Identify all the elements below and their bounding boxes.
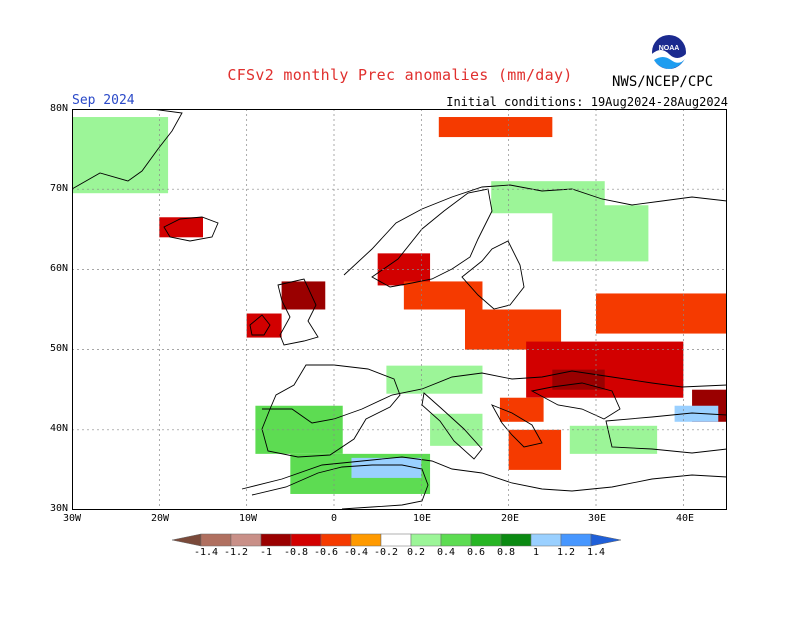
colorbar-swatch bbox=[290, 533, 322, 547]
colorbar-swatch bbox=[380, 533, 412, 547]
noaa-logo: NOAA bbox=[652, 35, 686, 69]
colorbar-swatch bbox=[350, 533, 382, 547]
colorbar-swatch bbox=[320, 533, 352, 547]
colorbar-label: -0.8 bbox=[283, 547, 309, 558]
anomaly-cell bbox=[674, 405, 719, 422]
anomaly-cell bbox=[508, 429, 562, 470]
colorbar-swatch bbox=[560, 533, 592, 547]
colorbar-label: -0.2 bbox=[373, 547, 399, 558]
agency-label: NWS/NCEP/CPC bbox=[612, 74, 714, 90]
anomaly-cell bbox=[552, 205, 649, 262]
colorbar-label: 1.2 bbox=[556, 547, 576, 558]
anomaly-cell bbox=[569, 425, 658, 454]
colorbar-swatch bbox=[410, 533, 442, 547]
lat-label-80: 80N bbox=[49, 103, 68, 114]
anomaly-cell bbox=[403, 281, 483, 310]
lon-label-20e: 20E bbox=[500, 513, 520, 524]
colorbar-label: -1 bbox=[259, 547, 273, 558]
colorbar-label: 1 bbox=[532, 547, 540, 558]
anomaly-cell bbox=[351, 457, 422, 478]
colorbar-label: 0.4 bbox=[436, 547, 456, 558]
colorbar-swatch bbox=[260, 533, 292, 547]
anomaly-cell bbox=[386, 365, 483, 394]
colorbar-label: -0.4 bbox=[343, 547, 369, 558]
colorbar-swatch bbox=[172, 533, 202, 547]
colorbar-swatch bbox=[590, 533, 622, 547]
colorbar-label: -0.6 bbox=[313, 547, 339, 558]
lat-label-40: 40N bbox=[49, 423, 68, 434]
initial-conditions-label: Initial conditions: 19Aug2024-28Aug2024 bbox=[446, 95, 728, 109]
anomaly-cell bbox=[438, 117, 553, 138]
anomaly-cell bbox=[72, 117, 169, 194]
lon-label-40e: 40E bbox=[675, 513, 695, 524]
colorbar-swatch bbox=[530, 533, 562, 547]
colorbar-label: 0.8 bbox=[496, 547, 516, 558]
lat-label-30: 30N bbox=[49, 503, 68, 514]
anomaly-cell bbox=[281, 281, 326, 310]
lon-label-10w: 10W bbox=[238, 513, 258, 524]
colorbar-swatch bbox=[200, 533, 232, 547]
colorbar-label: 1.4 bbox=[586, 547, 606, 558]
lon-label-0: 0 bbox=[330, 513, 338, 524]
anomaly-cell bbox=[499, 397, 544, 422]
anomaly-layer bbox=[72, 117, 727, 494]
lon-label-30e: 30E bbox=[587, 513, 607, 524]
anomaly-map bbox=[72, 109, 727, 510]
lat-label-60: 60N bbox=[49, 263, 68, 274]
graticule bbox=[72, 109, 727, 510]
colorbar bbox=[172, 533, 622, 547]
anomaly-cell bbox=[596, 293, 727, 334]
lat-label-70: 70N bbox=[49, 183, 68, 194]
lon-label-30w: 30W bbox=[62, 513, 82, 524]
coastlines bbox=[72, 109, 727, 510]
colorbar-label: -1.4 bbox=[193, 547, 219, 558]
lon-label-20w: 20W bbox=[150, 513, 170, 524]
colorbar-swatch bbox=[470, 533, 502, 547]
period-label: Sep 2024 bbox=[72, 93, 135, 108]
colorbar-label: 0.6 bbox=[466, 547, 486, 558]
colorbar-swatch bbox=[230, 533, 262, 547]
anomaly-cell bbox=[159, 217, 203, 238]
anomaly-cell bbox=[552, 369, 605, 390]
map-title: CFSv2 monthly Prec anomalies (mm/day) bbox=[227, 66, 573, 84]
lat-label-50: 50N bbox=[49, 343, 68, 354]
colorbar-label: -1.2 bbox=[223, 547, 249, 558]
colorbar-label: 0.2 bbox=[406, 547, 426, 558]
colorbar-swatch bbox=[500, 533, 532, 547]
colorbar-swatch bbox=[440, 533, 472, 547]
lon-label-10e: 10E bbox=[412, 513, 432, 524]
svg-text:NOAA: NOAA bbox=[659, 45, 680, 52]
